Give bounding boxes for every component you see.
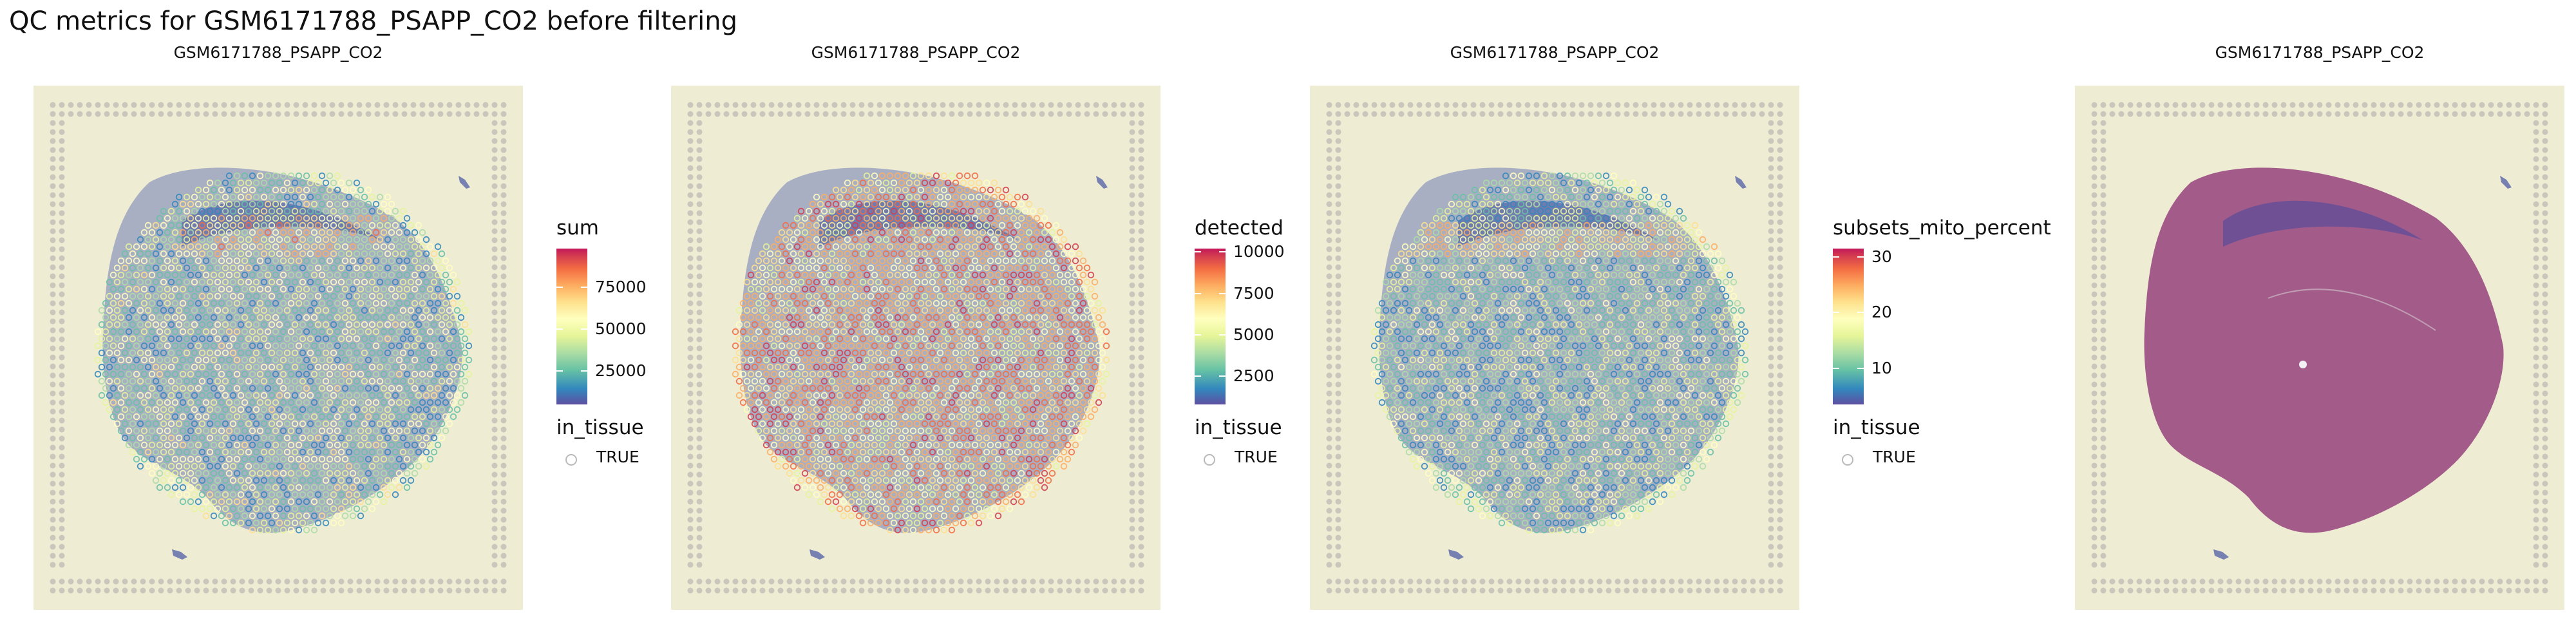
in-tissue-key-icon (1204, 454, 1215, 466)
legend-title-mito: subsets_mito_percent (1833, 216, 2051, 240)
colorbar-tick-mark (1195, 334, 1201, 336)
colorbar-tick-mark (1195, 292, 1201, 294)
fiducial-frame (1326, 102, 1783, 594)
colorbar-tick-mark (556, 286, 563, 288)
legend-in-tissue-title: in_tissue (1195, 416, 1282, 439)
legend-title-sum: sum (556, 216, 599, 240)
fiducial-frame (2091, 102, 2548, 594)
colorbar-tick-mark (1857, 367, 1864, 369)
colorbar-tick-mark (1833, 256, 1839, 258)
colorbar-tick-mark (1219, 334, 1226, 336)
hippocampus-region (2223, 200, 2423, 247)
panel-title-2: GSM6171788_PSAPP_CO2 (811, 43, 1021, 62)
colorbar-tick-mark (1195, 375, 1201, 377)
colorbar-tick-label: 25000 (595, 361, 647, 380)
debris-fragment (2213, 549, 2229, 560)
debris-fragment (172, 549, 187, 560)
spatial-panel-detected (671, 86, 1160, 610)
tissue-fold (2268, 289, 2436, 331)
panel-title-1: GSM6171788_PSAPP_CO2 (173, 43, 383, 62)
tissue-spots (1370, 172, 1749, 534)
tissue-image-panel (2075, 86, 2564, 610)
colorbar-tick-mark (1833, 367, 1839, 369)
tissue-hole (2299, 361, 2307, 368)
legend-in-tissue-entry: TRUE (1873, 448, 1916, 466)
panel-title-3: GSM6171788_PSAPP_CO2 (1450, 43, 1660, 62)
colorbar-tick-mark (556, 328, 563, 330)
tissue-spots (94, 172, 473, 534)
debris-fragment (2500, 176, 2512, 189)
debris-fragment (810, 549, 825, 560)
colorbar-tick-label: 50000 (595, 319, 647, 338)
legend-in-tissue-title: in_tissue (1833, 416, 1920, 439)
colorbar-tick-label: 7500 (1233, 283, 1274, 303)
colorbar-tick-mark (581, 370, 587, 372)
fiducial-frame (687, 102, 1144, 594)
colorbar-tick-label: 30 (1871, 247, 1892, 266)
legend-in-tissue-title: in_tissue (556, 416, 644, 439)
colorbar-tick-label: 5000 (1233, 325, 1274, 344)
colorbar-sum (556, 249, 587, 404)
tissue-spots (732, 172, 1110, 534)
main-title: QC metrics for GSM6171788_PSAPP_CO2 befo… (9, 6, 738, 36)
legend-title-detected: detected (1195, 216, 1283, 240)
colorbar-tick-label: 2500 (1233, 366, 1274, 386)
colorbar-detected (1195, 249, 1226, 404)
debris-fragment (1448, 549, 1464, 560)
debris-fragment (1735, 176, 1747, 189)
spatial-panel-sum (33, 86, 523, 610)
colorbar-tick-mark (556, 370, 563, 372)
debris-fragment (459, 176, 470, 189)
colorbar-tick-mark (1195, 251, 1201, 253)
tissue-section (2144, 167, 2504, 533)
in-tissue-key-icon (565, 454, 577, 466)
colorbar-tick-label: 10000 (1233, 242, 1285, 261)
colorbar-tick-mark (1219, 292, 1226, 294)
colorbar-tick-mark (1857, 256, 1864, 258)
debris-fragment (1096, 176, 1108, 189)
colorbar-tick-mark (1219, 251, 1226, 253)
colorbar-tick-mark (581, 328, 587, 330)
colorbar-mito (1833, 249, 1864, 404)
colorbar-tick-mark (1833, 312, 1839, 314)
colorbar-tick-mark (581, 286, 587, 288)
panel-title-4: GSM6171788_PSAPP_CO2 (2215, 43, 2425, 62)
colorbar-tick-label: 20 (1871, 303, 1892, 322)
colorbar-tick-mark (1219, 375, 1226, 377)
in-tissue-key-icon (1842, 454, 1853, 466)
spatial-panel-mito (1310, 86, 1799, 610)
colorbar-tick-label: 10 (1871, 358, 1892, 377)
legend-in-tissue-entry: TRUE (1235, 448, 1278, 466)
legend-in-tissue-entry: TRUE (596, 448, 639, 466)
fiducial-frame (50, 102, 507, 594)
colorbar-tick-mark (1857, 312, 1864, 314)
colorbar-tick-label: 75000 (595, 277, 647, 296)
